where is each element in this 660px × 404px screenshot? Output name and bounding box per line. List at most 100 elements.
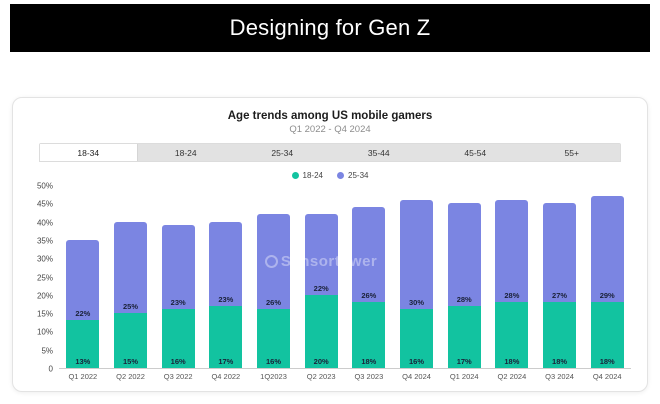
bar-value-label: 13% [75,357,91,366]
y-axis: 50% 45% 40% 35% 30% 25% 20% 15% 10% 5% 0 [27,182,59,374]
segment-25-34: 29% [590,196,624,303]
segment-18-24: 18% [495,302,529,368]
bar-value-label: 22% [313,283,329,293]
bar-value-label: 29% [599,291,615,301]
bar-slot: 25% 15% [107,186,155,368]
bar-value-label: 20% [313,357,329,366]
bar-slot: 26% 16% [250,186,298,368]
bar-value-label: 18% [361,357,377,366]
y-tick: 35% [36,236,53,246]
segment-18-24: 16% [400,309,434,368]
tab-18-34[interactable]: 18-34 [40,144,138,161]
bar-slot: 29% 18% [583,186,631,368]
bar-slot: 30% 16% [393,186,441,368]
y-tick: 45% [36,199,53,209]
x-tick-label: Q4 2024 [592,372,622,381]
legend-label: 25-34 [348,170,369,180]
stacked-bar-Q3 2023: 26% 18% [352,206,386,368]
bar-value-label: 17% [456,357,472,366]
bar-slot: 28% 17% [440,186,488,368]
bar-value-label: 27% [552,291,568,301]
chart-legend: 18-24 25-34 [27,169,633,181]
y-tick: 5% [41,346,53,356]
bar-slot: 23% 17% [202,186,250,368]
y-tick: 40% [36,218,53,228]
bars-container: 22% 13% 25% 15% 23% 16% 23% 17% 26% 16% 22% 20% 26% 1… [59,186,631,368]
x-tick-label: Q2 2022 [116,372,145,381]
segment-18-24: 18% [590,302,624,368]
bar-value-label: 18% [504,357,520,366]
segment-25-34: 27% [543,203,577,303]
segment-18-24: 16% [161,309,195,368]
page-title: Designing for Gen Z [229,15,431,40]
tab-55+[interactable]: 55+ [523,144,620,161]
bar-value-label: 16% [409,357,425,366]
bar-slot: 27% 18% [536,186,584,368]
bar-slot: 23% 16% [154,186,202,368]
y-tick: 50% [36,181,53,191]
legend-item-18-24[interactable]: 18-24 [291,171,323,180]
segment-25-34: 23% [209,221,243,306]
bar-value-label: 28% [456,294,472,304]
y-tick: 30% [36,254,53,264]
bar-slot: 26% 18% [345,186,393,368]
x-tick-label: Q3 2023 [354,372,384,381]
age-range-tabs: 18-34 18-24 25-34 35-44 45-54 55+ [39,143,621,162]
stacked-bar-Q2 2024: 28% 18% [495,199,529,368]
legend-item-25-34[interactable]: 25-34 [337,171,368,180]
bar-slot: 22% 13% [59,186,107,368]
legend-dot-icon [291,171,299,179]
x-tick-label: Q4 2024 [402,372,431,381]
stacked-bar-Q1 2022: 22% 13% [66,239,100,368]
bar-value-label: 22% [75,309,91,319]
x-tick-label: Q2 2024 [497,372,527,381]
stacked-bar-Q1 2024: 28% 17% [447,203,481,368]
segment-25-34: 28% [447,203,481,306]
segment-25-34: 25% [114,221,147,314]
stacked-bar-Q4 2022: 23% 17% [209,221,243,368]
tab-45-54[interactable]: 45-54 [427,144,524,161]
stacked-bar-Q2 2023: 22% 20% [304,214,338,368]
bar-slot: 22% 20% [297,186,345,368]
tab-18-24[interactable]: 18-24 [137,144,234,161]
plot-area: 22% 13% 25% 15% 23% 16% 23% 17% 26% 16% 22% 20% 26% 1… [59,186,631,369]
chart-title: Age trends among US mobile gamers [227,110,433,122]
bar-value-label: 18% [552,357,568,366]
bar-value-label: 26% [361,291,377,301]
segment-25-34: 22% [304,214,338,295]
bar-value-label: 16% [266,357,282,366]
segment-18-24: 16% [257,309,291,368]
bar-value-label: 28% [504,291,520,301]
segment-25-34: 22% [66,239,100,321]
bar-value-label: 15% [122,357,138,366]
y-tick: 0 [48,364,53,374]
bar-value-label: 17% [218,357,234,366]
bar-value-label: 23% [170,298,186,308]
bar-value-label: 23% [218,294,234,304]
chart-card: Age trends among US mobile gamers Q1 202… [12,97,648,392]
segment-18-24: 18% [352,302,386,368]
x-tick-label: Q1 2022 [68,372,98,381]
segment-18-24: 13% [66,320,100,368]
bar-value-label: 30% [409,298,425,308]
chart-area: 50% 45% 40% 35% 30% 25% 20% 15% 10% 5% 0 22% 13% 25%… [27,182,631,374]
x-tick-label: Q3 2024 [545,372,574,381]
segment-18-24: 17% [447,305,481,368]
segment-18-24: 17% [209,305,243,368]
x-tick-label: Q4 2022 [211,372,241,381]
stacked-bar-Q4 2024: 29% 18% [590,196,624,368]
y-tick: 20% [36,291,53,301]
tab-35-44[interactable]: 35-44 [330,144,427,161]
tab-25-34[interactable]: 25-34 [234,144,331,161]
bar-slot: 28% 18% [488,186,536,368]
bar-value-label: 25% [122,302,138,312]
segment-18-24: 20% [304,294,338,368]
stacked-bar-1Q2023: 26% 16% [257,214,291,368]
segment-25-34: 26% [257,214,291,310]
bar-value-label: 16% [170,357,186,366]
segment-25-34: 30% [400,199,434,310]
segment-25-34: 26% [352,206,386,303]
segment-18-24: 18% [543,302,577,368]
stacked-bar-Q3 2024: 27% 18% [543,203,577,368]
